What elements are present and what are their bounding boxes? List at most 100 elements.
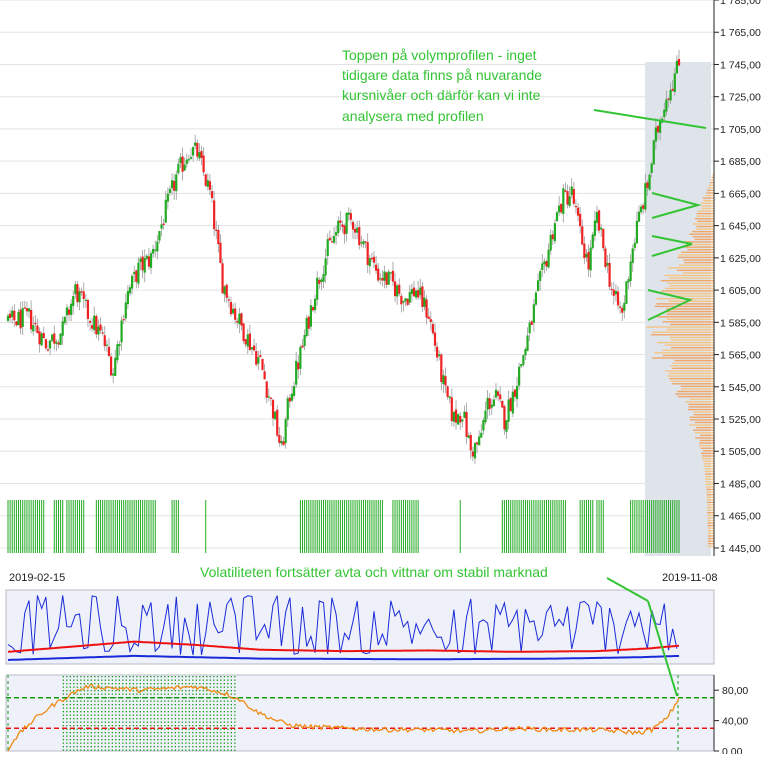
shaded-dot	[69, 676, 71, 678]
volume-profile-bar	[677, 256, 714, 259]
shaded-dot	[220, 704, 222, 706]
shaded-dot	[90, 679, 92, 681]
volume-profile-bar	[701, 457, 714, 460]
candle-body	[80, 291, 83, 293]
candle-body	[652, 140, 655, 165]
candle-body	[97, 326, 100, 335]
shaded-dot	[150, 725, 152, 727]
shaded-dot	[132, 700, 134, 702]
shaded-dot	[97, 746, 99, 748]
candle-body	[95, 315, 98, 335]
shaded-dot	[234, 679, 236, 681]
shaded-dot	[195, 700, 197, 702]
shaded-dot	[153, 679, 155, 681]
volume-profile-bar	[689, 416, 714, 419]
candle-body	[414, 290, 418, 298]
shaded-dot	[195, 683, 197, 685]
shaded-dot	[90, 742, 92, 744]
shaded-dot	[227, 749, 229, 751]
candle-body	[364, 241, 367, 243]
volume-profile-bar	[677, 390, 714, 393]
candle-body	[555, 212, 559, 221]
y-tick-label: 1 785,00	[720, 0, 761, 7]
shaded-dot	[143, 742, 145, 744]
shaded-dot	[213, 728, 215, 730]
shaded-dot	[118, 749, 120, 751]
shaded-dot	[73, 749, 75, 751]
candle-body	[501, 400, 504, 408]
shaded-dot	[132, 725, 134, 727]
shaded-dot	[125, 700, 127, 702]
shaded-dot	[122, 714, 124, 716]
shaded-dot	[164, 732, 166, 734]
volume-profile-bar	[680, 388, 714, 390]
candle-body	[446, 386, 449, 397]
shaded-dot	[167, 739, 169, 741]
shaded-dot	[195, 725, 197, 727]
shaded-dot	[111, 690, 113, 692]
shaded-dot	[90, 700, 92, 702]
shaded-dot	[139, 714, 141, 716]
candle-body	[360, 242, 363, 244]
shaded-dot	[111, 704, 113, 706]
candle-body	[72, 296, 75, 307]
candle-body	[133, 271, 136, 275]
candle-body	[301, 345, 304, 348]
volume-profile-bar	[652, 331, 714, 333]
shaded-dot	[188, 697, 190, 699]
shaded-dot	[83, 683, 85, 685]
candle-body	[419, 287, 422, 296]
shaded-dot	[69, 707, 71, 709]
shaded-dot	[66, 711, 68, 713]
volume-profile-bar	[666, 308, 714, 310]
volume-profile-bar	[702, 450, 714, 452]
candle-body	[505, 420, 508, 432]
shaded-dot	[118, 746, 120, 748]
shaded-dot	[209, 683, 211, 685]
shaded-dot	[111, 693, 113, 695]
shaded-dot	[178, 700, 180, 702]
candle-body	[671, 88, 674, 91]
shaded-dot	[199, 714, 201, 716]
shaded-dot	[206, 707, 208, 709]
shaded-dot	[62, 732, 64, 734]
candle-body	[204, 174, 207, 186]
shaded-dot	[132, 732, 134, 734]
candle-body	[339, 220, 342, 223]
volume-profile-bar	[707, 501, 714, 504]
shaded-dot	[143, 676, 145, 678]
shaded-dot	[195, 704, 197, 706]
shaded-dot	[146, 679, 148, 681]
candle-body	[520, 364, 523, 367]
shaded-dot	[153, 721, 155, 723]
candle-body	[67, 309, 71, 315]
candle-body	[213, 200, 216, 230]
shaded-dot	[125, 732, 127, 734]
shaded-dot	[90, 725, 92, 727]
volume-profile-bar	[692, 429, 714, 431]
candle-body	[570, 186, 573, 196]
shaded-dot	[188, 732, 190, 734]
shaded-dot	[136, 742, 138, 744]
shaded-dot	[132, 683, 134, 685]
shaded-dot	[83, 693, 85, 695]
candle-body	[307, 316, 310, 329]
shaded-dot	[150, 690, 152, 692]
candle-body	[114, 357, 117, 376]
shaded-dot	[118, 693, 120, 695]
shaded-dot	[202, 711, 204, 713]
shaded-dot	[94, 683, 96, 685]
shaded-dot	[209, 732, 211, 734]
candle-body	[564, 190, 567, 192]
shaded-dot	[97, 683, 99, 685]
shaded-dot	[83, 700, 85, 702]
shaded-dot	[181, 714, 183, 716]
shaded-dot	[202, 746, 204, 748]
shaded-dot	[178, 718, 180, 720]
shaded-dot	[143, 735, 145, 737]
shaded-dot	[111, 739, 113, 741]
candle-body	[181, 156, 184, 172]
shaded-dot	[108, 742, 110, 744]
candle-body	[131, 275, 134, 289]
shaded-dot	[206, 718, 208, 720]
